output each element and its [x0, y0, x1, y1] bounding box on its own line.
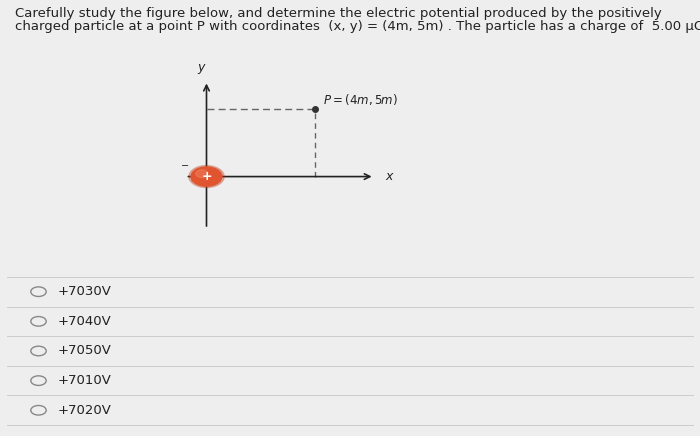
Text: +7050V: +7050V [57, 344, 111, 358]
Text: +7030V: +7030V [57, 285, 111, 298]
Text: +7020V: +7020V [57, 404, 111, 417]
Text: charged particle at a point P with coordinates  (x, y) = (4m, 5m) . The particle: charged particle at a point P with coord… [15, 20, 700, 33]
Text: x: x [385, 170, 393, 183]
Text: y: y [197, 61, 204, 74]
Circle shape [196, 170, 208, 177]
Text: −: − [181, 161, 189, 171]
Circle shape [191, 167, 222, 186]
Circle shape [189, 166, 224, 187]
Text: +: + [201, 170, 212, 183]
Text: Carefully study the figure below, and determine the electric potential produced : Carefully study the figure below, and de… [15, 7, 662, 20]
Text: +7010V: +7010V [57, 374, 111, 387]
Text: +7040V: +7040V [57, 315, 111, 328]
Text: $P=(4m,5m)$: $P=(4m,5m)$ [323, 92, 398, 107]
